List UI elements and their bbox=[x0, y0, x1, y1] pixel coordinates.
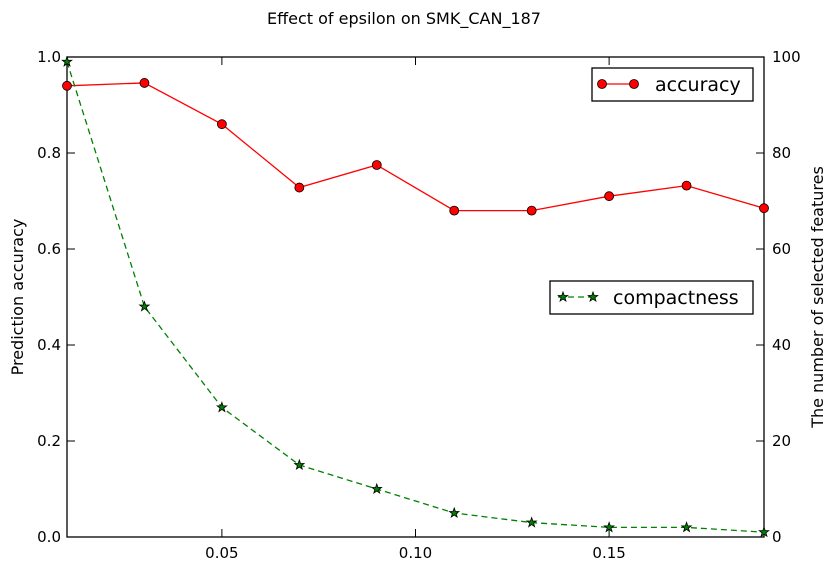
x-tick-label: 0.10 bbox=[399, 544, 432, 562]
left-y-axis: 0.0 0.2 0.4 0.6 0.8 1.0 bbox=[37, 48, 75, 546]
legend-compactness: compactness bbox=[549, 280, 754, 315]
right-y-tick-label: 100 bbox=[772, 48, 801, 66]
x-tick-label: 0.05 bbox=[205, 544, 238, 562]
compactness-point bbox=[138, 300, 151, 312]
left-y-tick-label: 1.0 bbox=[37, 48, 61, 66]
right-y-tick-label: 20 bbox=[772, 432, 791, 450]
left-y-tick-label: 0.2 bbox=[37, 432, 61, 450]
legend-compactness-marker bbox=[587, 290, 599, 303]
right-y-tick-label: 0 bbox=[772, 528, 782, 546]
compactness-point bbox=[603, 521, 616, 533]
accuracy-line bbox=[66, 82, 765, 212]
accuracy-point bbox=[526, 205, 537, 216]
accuracy-point bbox=[604, 191, 615, 202]
accuracy-point bbox=[759, 203, 769, 214]
legend-accuracy-label: accuracy bbox=[655, 74, 741, 96]
legend-accuracy-marker-end bbox=[629, 79, 639, 89]
compactness-point bbox=[61, 55, 73, 67]
left-y-tick-label: 0.8 bbox=[37, 144, 61, 162]
left-y-tick-label: 0.0 bbox=[37, 528, 61, 546]
right-axis-title: The number of selected features bbox=[808, 166, 827, 429]
legend-accuracy-marker-start bbox=[597, 79, 607, 89]
legend-compactness-marker bbox=[557, 290, 569, 303]
compactness-point bbox=[215, 401, 228, 413]
legend-compactness-label: compactness bbox=[613, 287, 739, 309]
compactness-point bbox=[758, 525, 770, 538]
chart-title: Effect of epsilon on SMK_CAN_187 bbox=[267, 9, 541, 29]
compactness-point bbox=[293, 458, 306, 471]
accuracy-point bbox=[216, 119, 227, 130]
accuracy-point bbox=[371, 160, 382, 170]
right-y-tick-label: 60 bbox=[772, 240, 791, 258]
accuracy-point bbox=[139, 78, 150, 88]
x-axis: 0.05 0.10 0.15 bbox=[205, 57, 626, 562]
left-y-tick-label: 0.6 bbox=[37, 240, 61, 258]
series-layer bbox=[61, 55, 770, 538]
compactness-point bbox=[370, 482, 383, 495]
right-y-axis: 0 20 40 60 80 100 bbox=[756, 48, 801, 546]
compactness-point bbox=[525, 516, 538, 528]
right-y-tick-label: 80 bbox=[772, 144, 791, 162]
x-tick-label: 0.15 bbox=[592, 544, 625, 562]
accuracy-point bbox=[681, 180, 692, 191]
left-y-tick-label: 0.4 bbox=[37, 336, 61, 354]
accuracy-point bbox=[294, 182, 305, 193]
left-axis-title: Prediction accuracy bbox=[8, 219, 27, 376]
compactness-line bbox=[66, 61, 765, 533]
accuracy-point bbox=[62, 80, 72, 91]
compactness-point bbox=[680, 521, 693, 533]
right-y-tick-label: 40 bbox=[772, 336, 791, 354]
accuracy-point bbox=[449, 205, 460, 216]
compactness-point bbox=[448, 506, 461, 519]
legend-accuracy: accuracy bbox=[591, 67, 754, 102]
